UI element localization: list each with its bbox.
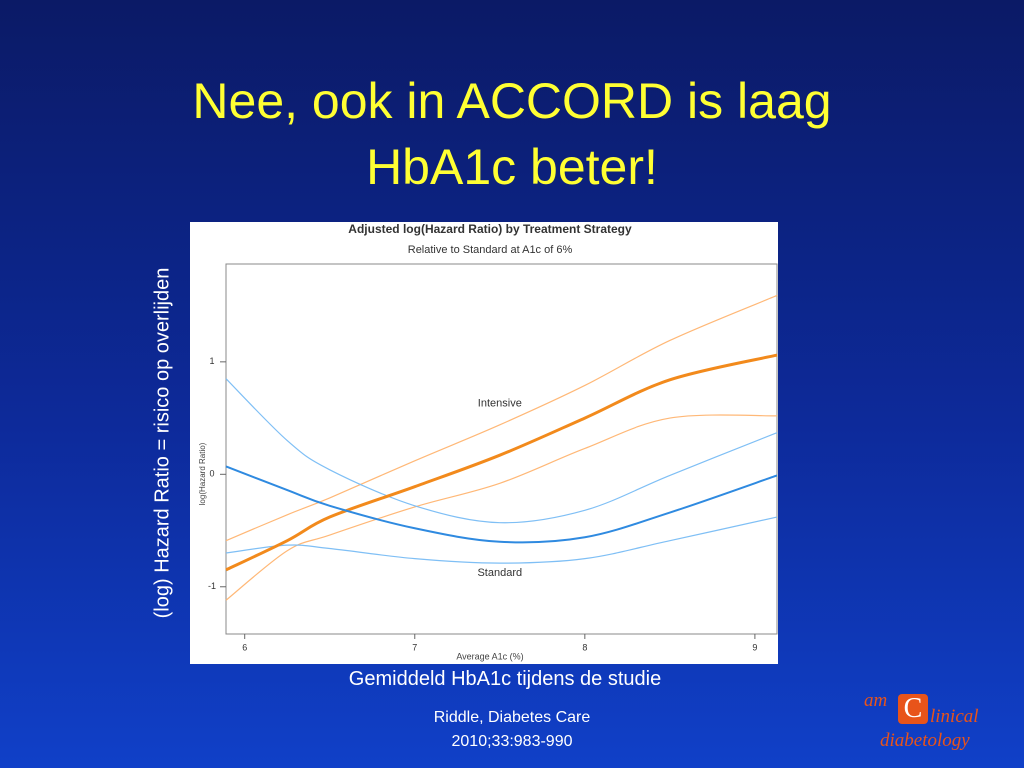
- slide-title: Nee, ook in ACCORD is laag: [192, 73, 832, 129]
- x-tick-label: 7: [412, 642, 417, 652]
- chart-subtitle: Relative to Standard at A1c of 6%: [408, 244, 573, 256]
- annotation: Intensive: [478, 397, 522, 409]
- logo-text: linical: [930, 706, 979, 727]
- logo-icon: C: [898, 694, 928, 724]
- chart: Adjusted log(Hazard Ratio) by Treatment …: [190, 222, 778, 664]
- y-tick-label: 0: [209, 469, 214, 479]
- citation: Riddle, Diabetes Care: [433, 709, 591, 726]
- bottom-label: Gemiddeld HbA1c tijdens de studie: [348, 668, 662, 690]
- chart-title: Adjusted log(Hazard Ratio) by Treatment …: [348, 222, 632, 236]
- citation: 2010;33:983-990: [451, 733, 573, 750]
- line-series: [225, 516, 778, 564]
- x-tick-label: 9: [752, 642, 757, 652]
- y-axis-label: log(Hazard Ratio): [198, 442, 207, 505]
- line-series: [225, 378, 778, 524]
- x-tick-label: 8: [582, 642, 587, 652]
- slide-title: HbA1c beter!: [366, 139, 658, 195]
- line-series: [225, 294, 778, 542]
- annotation: Standard: [477, 567, 522, 579]
- y-tick-label: 1: [209, 356, 214, 366]
- x-tick-label: 6: [242, 642, 247, 652]
- logo-text: diabetology: [880, 730, 970, 751]
- side-label: (log) Hazard Ratio = risico op overlijde…: [151, 267, 174, 619]
- line-series: [225, 465, 778, 544]
- logo-text: am: [864, 690, 888, 711]
- line-series: [225, 353, 778, 572]
- y-tick-label: -1: [208, 581, 216, 591]
- plot-frame: [225, 263, 778, 635]
- logo: am C linical diabetology: [858, 688, 1018, 758]
- x-axis-label: Average A1c (%): [456, 651, 523, 661]
